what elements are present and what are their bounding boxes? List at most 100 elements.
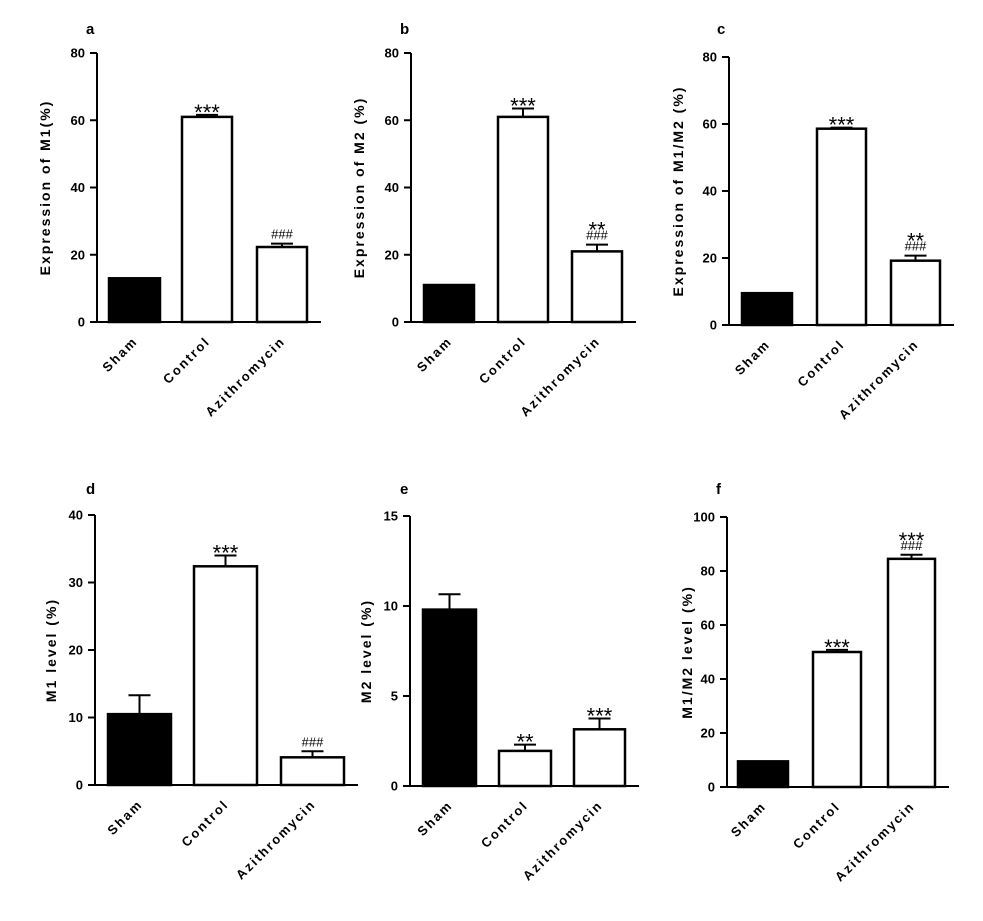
significance-hash: ### <box>905 239 927 254</box>
bar-azithromycin <box>886 557 937 789</box>
bar-azithromycin <box>572 728 627 788</box>
x-category-label: Control <box>794 337 847 390</box>
panel-letter: d <box>86 481 95 498</box>
x-category-label: Azithromycin <box>832 799 918 885</box>
x-category-label: Azithromycin <box>836 337 922 423</box>
bar-control <box>496 115 550 324</box>
chart-panel-b: b 0 20 40 60 80 Expression of M2 (%) Sham *** Con… <box>351 21 636 419</box>
y-tick-label: 5 <box>391 689 398 704</box>
y-tick-label: 20 <box>69 643 83 658</box>
x-category-label: Sham <box>414 334 455 375</box>
significance-hash: ### <box>302 734 324 749</box>
chart-panel-f: f 0 20 40 60 80 100 M1/M2 level (%) Sham *** Contr… <box>679 481 949 884</box>
panel-letter: c <box>717 21 725 38</box>
x-category-label: Azithromycin <box>233 797 319 883</box>
y-tick-label: 30 <box>69 575 83 590</box>
bar-sham <box>736 760 790 789</box>
y-axis-label: Expression of M1(%) <box>37 100 53 276</box>
significance-stars: ** <box>907 229 925 254</box>
bar-azithromycin <box>889 259 942 327</box>
y-tick-label: 20 <box>385 247 399 262</box>
significance-stars: *** <box>213 541 239 566</box>
panel-letter: b <box>400 21 409 38</box>
panel-letter: f <box>716 481 722 498</box>
y-tick-label: 0 <box>708 780 715 795</box>
y-tick-label: 40 <box>703 184 717 199</box>
y-tick-label: 60 <box>71 113 85 128</box>
y-tick-label: 0 <box>76 778 83 793</box>
x-category-label: Azithromycin <box>202 334 288 420</box>
bar-control <box>815 127 868 327</box>
panel-letter: e <box>400 481 408 498</box>
bar-sham <box>107 277 162 324</box>
y-tick-label: 80 <box>385 46 399 61</box>
x-category-label: Azithromycin <box>520 798 606 884</box>
significance-stars: ** <box>588 218 606 243</box>
x-category-label: Control <box>178 797 231 850</box>
y-tick-label: 40 <box>701 672 715 687</box>
x-category-label: Sham <box>732 337 773 378</box>
x-category-label: Sham <box>728 799 769 840</box>
y-tick-label: 40 <box>69 508 83 523</box>
x-category-label: Control <box>790 799 843 852</box>
significance-stars: *** <box>824 635 850 660</box>
significance-hash: ### <box>901 538 923 553</box>
y-tick-label: 0 <box>392 315 399 330</box>
y-tick-label: 80 <box>71 46 85 61</box>
significance-stars: *** <box>829 113 855 138</box>
y-tick-label: 20 <box>701 726 715 741</box>
bar-azithromycin <box>255 245 309 324</box>
y-tick-label: 60 <box>701 618 715 633</box>
bar-sham <box>421 608 478 788</box>
chart-panel-a: a 0 20 40 60 80 Expression of M1(%) Sham *** Cont… <box>37 21 321 419</box>
x-category-label: Azithromycin <box>517 334 603 420</box>
y-tick-label: 0 <box>710 318 717 333</box>
bar-control <box>192 565 259 787</box>
bar-sham <box>422 283 476 324</box>
y-tick-label: 20 <box>71 247 85 262</box>
x-category-label: Sham <box>99 334 140 375</box>
y-tick-label: 80 <box>701 564 715 579</box>
significance-stars: *** <box>510 93 536 118</box>
y-tick-label: 0 <box>391 779 398 794</box>
y-tick-label: 10 <box>69 710 83 725</box>
significance-stars: *** <box>194 100 220 125</box>
y-tick-label: 20 <box>703 251 717 266</box>
significance-stars: ** <box>516 730 534 755</box>
bar-control <box>497 749 553 788</box>
x-category-label: Sham <box>104 797 145 838</box>
y-tick-label: 60 <box>703 117 717 132</box>
y-axis-label: Expression of M1/M2 (%) <box>670 86 686 297</box>
y-tick-label: 15 <box>384 509 398 524</box>
significance-stars: *** <box>899 528 925 553</box>
y-axis-label: M2 level (%) <box>358 599 374 703</box>
bar-azithromycin <box>570 250 624 324</box>
y-axis-label: M1/M2 level (%) <box>679 585 695 718</box>
x-category-label: Control <box>478 798 531 851</box>
bar-control <box>811 650 863 789</box>
significance-hash: ### <box>586 228 608 243</box>
y-axis-label: Expression of M2 (%) <box>351 97 367 279</box>
y-tick-label: 40 <box>71 180 85 195</box>
panel-letter: a <box>86 21 95 38</box>
x-category-label: Control <box>160 334 213 387</box>
significance-stars: *** <box>587 704 613 729</box>
significance-hash: ### <box>271 227 293 242</box>
y-tick-label: 40 <box>385 180 399 195</box>
bar-azithromycin <box>279 756 346 787</box>
x-category-label: Control <box>476 334 529 387</box>
x-category-label: Sham <box>414 798 455 839</box>
chart-panel-d: d 0 10 20 30 40 M1 level (%) Sham *** Control ### A… <box>43 481 358 882</box>
y-tick-label: 100 <box>693 510 715 525</box>
y-tick-label: 80 <box>703 50 717 65</box>
y-tick-label: 0 <box>78 315 85 330</box>
chart-panel-e: e 0 5 10 15 M2 level (%) Sham ** Control *** Azith… <box>358 481 639 883</box>
bar-sham <box>106 712 173 787</box>
y-tick-label: 10 <box>384 599 398 614</box>
y-tick-label: 60 <box>385 113 399 128</box>
bar-control <box>180 115 234 324</box>
bar-sham <box>740 291 794 327</box>
y-axis-label: M1 level (%) <box>43 598 59 702</box>
